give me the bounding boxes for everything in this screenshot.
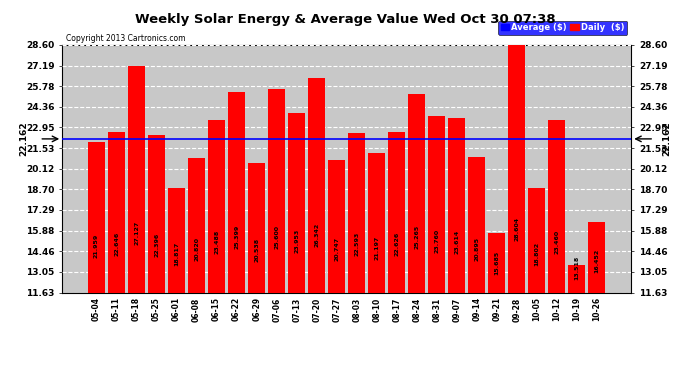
Text: 22.396: 22.396: [154, 233, 159, 257]
Bar: [248, 163, 265, 375]
Bar: [549, 120, 565, 375]
Bar: [388, 132, 405, 375]
Text: 20.538: 20.538: [254, 238, 259, 262]
Text: 13.518: 13.518: [575, 256, 580, 280]
Bar: [408, 94, 425, 375]
Bar: [268, 89, 285, 375]
Bar: [328, 159, 345, 375]
Text: 23.614: 23.614: [454, 230, 460, 254]
Bar: [308, 78, 325, 375]
Bar: [368, 153, 385, 375]
Text: Weekly Solar Energy & Average Value Wed Oct 30 07:38: Weekly Solar Energy & Average Value Wed …: [135, 13, 555, 26]
Bar: [128, 66, 145, 375]
Bar: [148, 135, 165, 375]
Bar: [88, 142, 105, 375]
Bar: [589, 222, 605, 375]
Bar: [469, 158, 485, 375]
Text: 20.747: 20.747: [334, 237, 339, 261]
Text: 22.593: 22.593: [354, 232, 359, 256]
Text: 25.399: 25.399: [234, 225, 239, 249]
Bar: [108, 132, 125, 375]
Text: 22.162: 22.162: [662, 122, 672, 156]
Bar: [228, 92, 245, 375]
Text: 23.760: 23.760: [434, 229, 440, 254]
Text: 25.600: 25.600: [274, 225, 279, 249]
Text: 23.460: 23.460: [555, 230, 560, 254]
Bar: [509, 45, 525, 375]
Text: 21.959: 21.959: [94, 234, 99, 258]
Text: 18.817: 18.817: [174, 242, 179, 266]
Bar: [288, 113, 305, 375]
Bar: [569, 265, 585, 375]
Text: 23.953: 23.953: [294, 229, 299, 253]
Bar: [188, 159, 205, 375]
Bar: [489, 233, 505, 375]
Text: 20.895: 20.895: [474, 237, 480, 261]
Bar: [168, 188, 185, 375]
Bar: [529, 188, 545, 375]
Text: 27.127: 27.127: [134, 220, 139, 245]
Legend: Average ($), Daily  ($): Average ($), Daily ($): [498, 21, 627, 35]
Text: 28.604: 28.604: [514, 216, 520, 241]
Text: 25.265: 25.265: [414, 225, 420, 249]
Bar: [208, 120, 225, 375]
Text: 21.197: 21.197: [374, 236, 380, 260]
Text: 20.820: 20.820: [194, 237, 199, 261]
Text: 26.342: 26.342: [314, 222, 319, 247]
Text: 22.162: 22.162: [19, 122, 29, 156]
Bar: [448, 118, 465, 375]
Bar: [428, 116, 445, 375]
Text: 16.452: 16.452: [595, 248, 600, 273]
Text: Copyright 2013 Cartronics.com: Copyright 2013 Cartronics.com: [66, 34, 185, 43]
Text: 22.646: 22.646: [114, 232, 119, 256]
Bar: [348, 133, 365, 375]
Text: 18.802: 18.802: [535, 242, 540, 266]
Text: 23.488: 23.488: [214, 230, 219, 254]
Text: 15.685: 15.685: [494, 250, 500, 274]
Text: 22.626: 22.626: [394, 232, 400, 256]
